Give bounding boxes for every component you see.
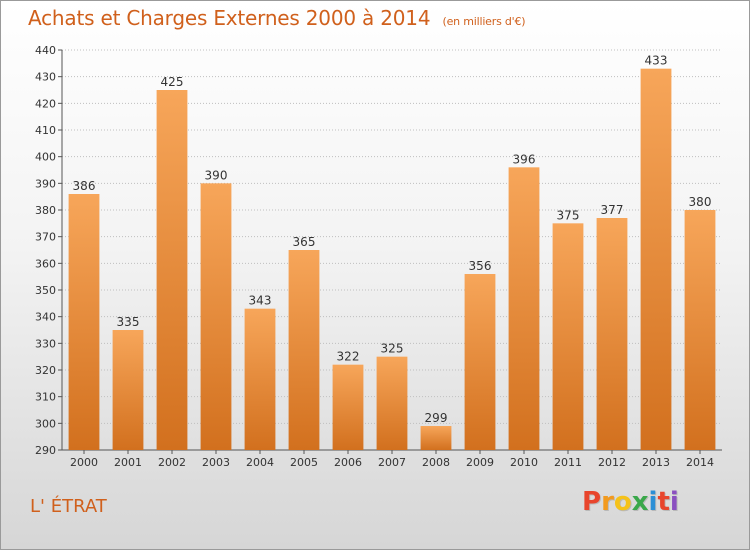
- y-tick-label: 360: [35, 257, 56, 270]
- bar: [200, 183, 232, 451]
- bar-value-label: 356: [469, 259, 492, 273]
- chart-title-text: Achats et Charges Externes 2000 à 2014: [28, 6, 431, 30]
- bar: [376, 356, 408, 450]
- bar: [464, 274, 496, 450]
- bar-value-label: 386: [73, 179, 96, 193]
- bar: [420, 426, 452, 450]
- commune-name: L' ÉTRAT: [30, 496, 107, 517]
- logo-letter: i: [669, 487, 679, 517]
- x-tick-label: 2004: [246, 456, 274, 469]
- x-tick-label: 2014: [686, 456, 714, 469]
- y-tick-label: 440: [35, 44, 56, 57]
- x-tick-label: 2012: [598, 456, 626, 469]
- bar-value-label: 390: [205, 168, 228, 182]
- y-tick-label: 390: [35, 177, 56, 190]
- bar: [596, 218, 628, 450]
- logo-letter: i: [648, 487, 658, 517]
- logo-letter: o: [613, 487, 632, 517]
- y-tick-label: 330: [35, 337, 56, 350]
- bar: [288, 250, 320, 450]
- bar: [684, 210, 716, 450]
- x-tick-label: 2009: [466, 456, 494, 469]
- bar-value-label: 377: [601, 203, 624, 217]
- y-tick-label: 350: [35, 284, 56, 297]
- x-tick-label: 2011: [554, 456, 582, 469]
- y-tick-label: 430: [35, 71, 56, 84]
- x-tick-label: 2007: [378, 456, 406, 469]
- bar: [332, 364, 364, 450]
- bar-value-label: 335: [117, 315, 140, 329]
- bar: [68, 194, 100, 450]
- logo-letter: r: [601, 487, 614, 517]
- chart-title: Achats et Charges Externes 2000 à 2014 (…: [28, 6, 526, 30]
- logo-letter: x: [631, 487, 649, 517]
- bar-value-label: 322: [337, 350, 360, 364]
- y-tick-label: 400: [35, 151, 56, 164]
- x-tick-label: 2002: [158, 456, 186, 469]
- x-tick-label: 2003: [202, 456, 230, 469]
- y-tick-label: 380: [35, 204, 56, 217]
- y-tick-label: 420: [35, 97, 56, 110]
- x-tick-label: 2006: [334, 456, 362, 469]
- bar: [112, 330, 144, 450]
- x-tick-label: 2010: [510, 456, 538, 469]
- x-tick-label: 2008: [422, 456, 450, 469]
- y-tick-label: 290: [35, 444, 56, 457]
- x-tick-label: 2013: [642, 456, 670, 469]
- bar-value-label: 299: [425, 411, 448, 425]
- bar-value-label: 425: [161, 75, 184, 89]
- bar: [156, 90, 188, 450]
- chart-subtitle: (en milliers d'€): [442, 15, 526, 28]
- bar: [508, 167, 540, 451]
- y-tick-label: 410: [35, 124, 56, 137]
- bar-value-label: 375: [557, 208, 580, 222]
- logo-letter: t: [657, 487, 670, 517]
- x-tick-label: 2005: [290, 456, 318, 469]
- y-tick-label: 300: [35, 417, 56, 430]
- bar-value-label: 365: [293, 235, 316, 249]
- bar-value-label: 380: [689, 195, 712, 209]
- y-tick-label: 370: [35, 231, 56, 244]
- bar: [640, 68, 672, 451]
- bar-value-label: 433: [645, 54, 668, 68]
- logo-letter: P: [582, 487, 602, 517]
- bar-value-label: 396: [513, 152, 536, 166]
- proxiti-logo: Proxiti: [582, 487, 679, 517]
- bar-value-label: 325: [381, 342, 404, 356]
- y-tick-label: 340: [35, 311, 56, 324]
- x-tick-label: 2001: [114, 456, 142, 469]
- bar-value-label: 343: [249, 294, 272, 308]
- y-tick-label: 310: [35, 391, 56, 404]
- bar: [552, 223, 584, 450]
- x-tick-label: 2000: [70, 456, 98, 469]
- bar: [244, 308, 276, 450]
- y-tick-label: 320: [35, 364, 56, 377]
